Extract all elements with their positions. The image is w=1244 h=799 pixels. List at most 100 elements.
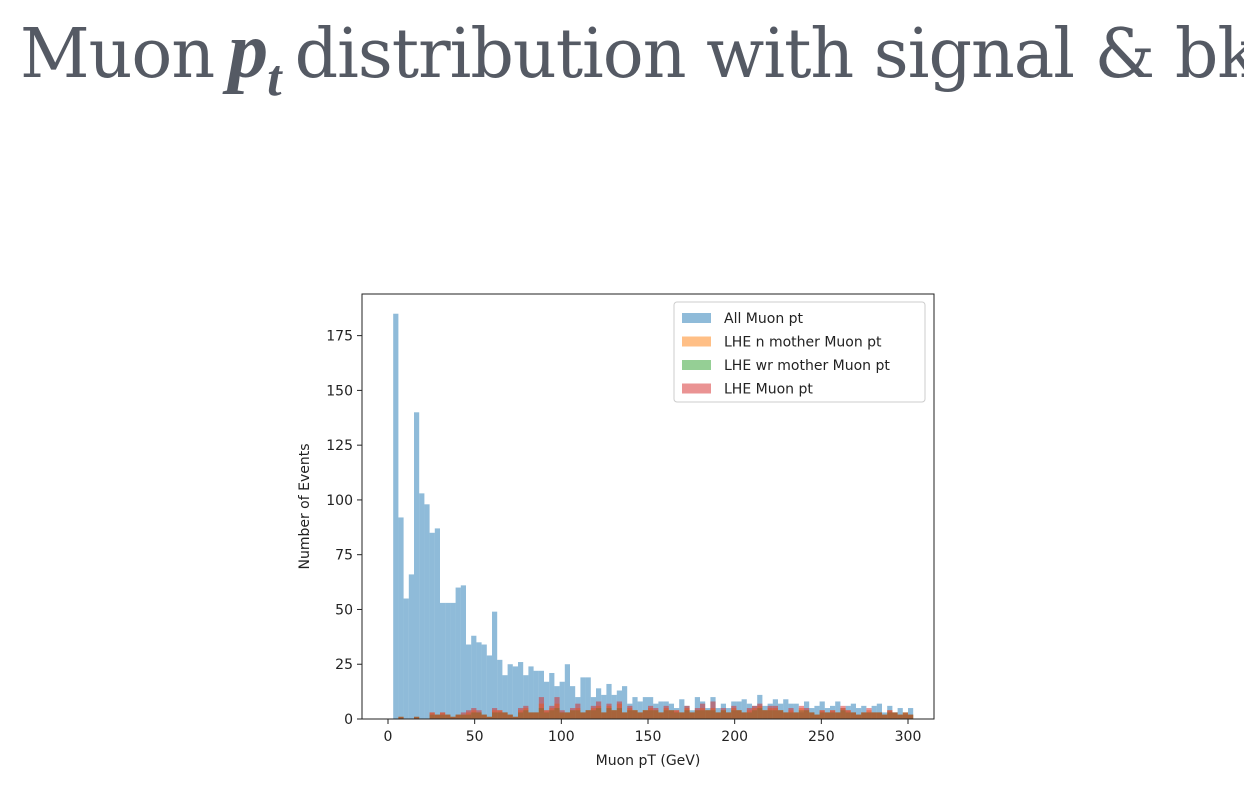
histogram-bar	[497, 659, 503, 719]
histogram-bar	[419, 493, 425, 719]
histogram-bar	[544, 710, 550, 719]
histogram-bar	[897, 714, 903, 719]
legend-label: LHE wr mother Muon pt	[724, 358, 890, 374]
histogram-bar	[564, 712, 570, 719]
histogram-bar	[731, 705, 737, 719]
y-tick-label: 175	[326, 329, 353, 345]
histogram-bar	[871, 712, 877, 719]
y-tick-label: 50	[335, 602, 353, 618]
histogram-bar	[554, 697, 560, 719]
histogram-bar	[429, 532, 435, 719]
histogram-bar	[663, 705, 669, 719]
histogram-bar	[523, 675, 529, 719]
histogram-bar	[445, 714, 451, 719]
histogram-bar	[512, 666, 518, 719]
histogram-bar	[440, 602, 446, 719]
histogram-bar	[455, 587, 461, 719]
histogram-bar	[772, 705, 778, 719]
x-tick-label: 0	[384, 729, 393, 745]
histogram-bar	[835, 701, 841, 719]
histogram-bar	[611, 710, 617, 719]
histogram-bar	[606, 703, 612, 719]
histogram-bar	[471, 635, 477, 719]
histogram-bars	[393, 313, 914, 719]
histogram-bar	[835, 712, 841, 719]
histogram-bar	[466, 644, 472, 719]
histogram-bar	[502, 675, 508, 719]
histogram-bar	[585, 677, 591, 719]
histogram-bar	[528, 666, 534, 719]
y-tick-label: 0	[344, 712, 353, 728]
histogram-bar	[585, 710, 591, 719]
histogram-bar	[533, 712, 539, 719]
histogram-bar	[897, 708, 903, 719]
histogram-bar	[580, 712, 586, 719]
histogram-bar	[798, 705, 804, 719]
histogram-bar	[793, 703, 799, 719]
histogram-bar	[658, 701, 664, 719]
histogram-bar	[445, 602, 451, 719]
histogram-bar	[694, 708, 700, 719]
legend-label: LHE n mother Muon pt	[724, 335, 882, 351]
histogram-bar	[658, 712, 664, 719]
legend-label: All Muon pt	[724, 311, 804, 327]
y-axis-label: Number of Events	[297, 443, 313, 569]
histogram-bar	[596, 701, 602, 719]
histogram-bar	[819, 701, 825, 719]
pt-symbol-main: p	[228, 7, 268, 95]
histogram-bar	[715, 712, 721, 719]
histogram-bar	[492, 611, 498, 719]
pt-symbol-subscript: t	[267, 50, 281, 107]
x-tick-label: 200	[721, 729, 748, 745]
legend-swatch	[682, 336, 711, 347]
histogram-bar	[726, 712, 732, 719]
histogram-bar	[689, 712, 695, 719]
histogram-bar	[398, 716, 404, 719]
histogram-bar	[570, 686, 576, 719]
histogram-bar	[856, 714, 862, 719]
histogram-bar	[393, 313, 399, 719]
x-axis-label: Muon pT (GeV)	[596, 753, 701, 769]
histogram-bar	[455, 714, 461, 719]
histogram-bar	[627, 705, 633, 719]
histogram-bar	[762, 710, 768, 719]
histogram-bar	[544, 681, 550, 719]
legend-swatch	[682, 313, 711, 323]
histogram-bar	[616, 701, 622, 719]
x-tick-label: 100	[548, 729, 575, 745]
histogram-bar	[533, 670, 539, 719]
histogram-bar	[804, 708, 810, 719]
histogram-bar	[908, 708, 914, 719]
histogram-bar	[642, 697, 648, 719]
histogram-bar	[908, 714, 914, 719]
histogram-bar	[637, 712, 643, 719]
histogram-bar	[819, 710, 825, 719]
histogram-bar	[460, 585, 466, 719]
histogram-bar	[471, 708, 477, 719]
histogram-bar	[684, 705, 690, 719]
histogram-bar	[538, 697, 544, 719]
y-axis-ticks: 0 25 50 75 100 125 150 175	[326, 329, 362, 728]
x-tick-label: 300	[895, 729, 922, 745]
y-tick-label: 100	[326, 493, 353, 509]
histogram-bar	[679, 699, 685, 719]
series-4	[398, 697, 914, 719]
histogram-bar	[866, 708, 872, 719]
histogram-bar	[809, 712, 815, 719]
histogram-bar	[590, 705, 596, 719]
histogram-bar	[814, 705, 820, 719]
histogram-bar	[450, 602, 456, 719]
histogram-bar	[736, 710, 742, 719]
legend-label: LHE Muon pt	[724, 382, 813, 398]
histogram-bar	[736, 701, 742, 719]
histogram-bar	[746, 708, 752, 719]
histogram-bar	[440, 712, 446, 719]
histogram-bar	[492, 708, 498, 719]
histogram-bar	[830, 710, 836, 719]
histogram-bar	[481, 644, 487, 719]
y-tick-label: 25	[335, 657, 353, 673]
histogram-bar	[850, 703, 856, 719]
histogram-bar	[778, 710, 784, 719]
histogram-bar	[429, 712, 435, 719]
histogram-bar	[507, 664, 513, 719]
